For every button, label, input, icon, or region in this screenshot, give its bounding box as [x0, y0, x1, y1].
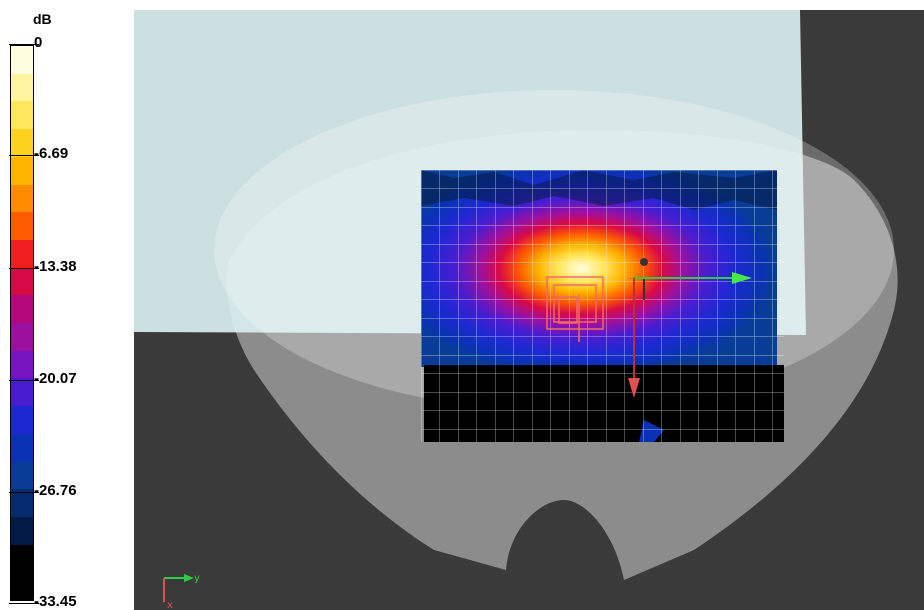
- probe-axes: [628, 258, 752, 398]
- axis-y-label: y: [194, 573, 200, 584]
- scene-svg[interactable]: y x: [134, 10, 924, 610]
- colorbar: [10, 45, 34, 601]
- colorbar-segment-2: [11, 101, 33, 130]
- colorbar-segment-0: [11, 46, 33, 74]
- colorbar-segment-1: [11, 73, 33, 102]
- legend-tick-5: -33.45: [9, 594, 77, 609]
- legend-tick-2: -13.38: [9, 259, 77, 274]
- colorbar-segment-13: [11, 406, 33, 434]
- colorbar-segment-5: [11, 184, 33, 213]
- colorbar-segment-16: [11, 489, 33, 517]
- sar-heatmap: [421, 170, 784, 442]
- colorbar-segment-11: [11, 350, 33, 379]
- colorbar-segment-8: [11, 267, 33, 296]
- legend-tick-0: 0: [9, 35, 42, 50]
- colorbar-segment-10: [11, 323, 33, 351]
- color-legend: dB 0 -6.69 -13.38 -20.07 -26.76 -33.45: [0, 0, 134, 610]
- colorbar-segment-15: [11, 461, 33, 490]
- legend-tick-4: -26.76: [9, 483, 77, 498]
- device-outline: [546, 276, 604, 342]
- colorbar-segment-4: [11, 156, 33, 185]
- colorbar-segment-14: [11, 433, 33, 462]
- colorbar-segment-9: [11, 295, 33, 324]
- 3d-viewport[interactable]: y x: [134, 10, 924, 610]
- colorbar-segment-12: [11, 378, 33, 407]
- colorbar-segment-18: [11, 544, 33, 573]
- legend-unit-label: dB: [33, 11, 52, 27]
- colorbar-segment-7: [11, 239, 33, 268]
- orientation-triad: y x: [163, 573, 200, 610]
- legend-tick-3: -20.07: [9, 371, 77, 386]
- colorbar-segment-17: [11, 516, 33, 545]
- colorbar-segment-6: [11, 212, 33, 240]
- legend-tick-1: -6.69: [9, 146, 68, 161]
- colorbar-segment-19: [11, 572, 33, 601]
- colorbar-segment-3: [11, 129, 33, 157]
- axis-x-label: x: [167, 600, 173, 610]
